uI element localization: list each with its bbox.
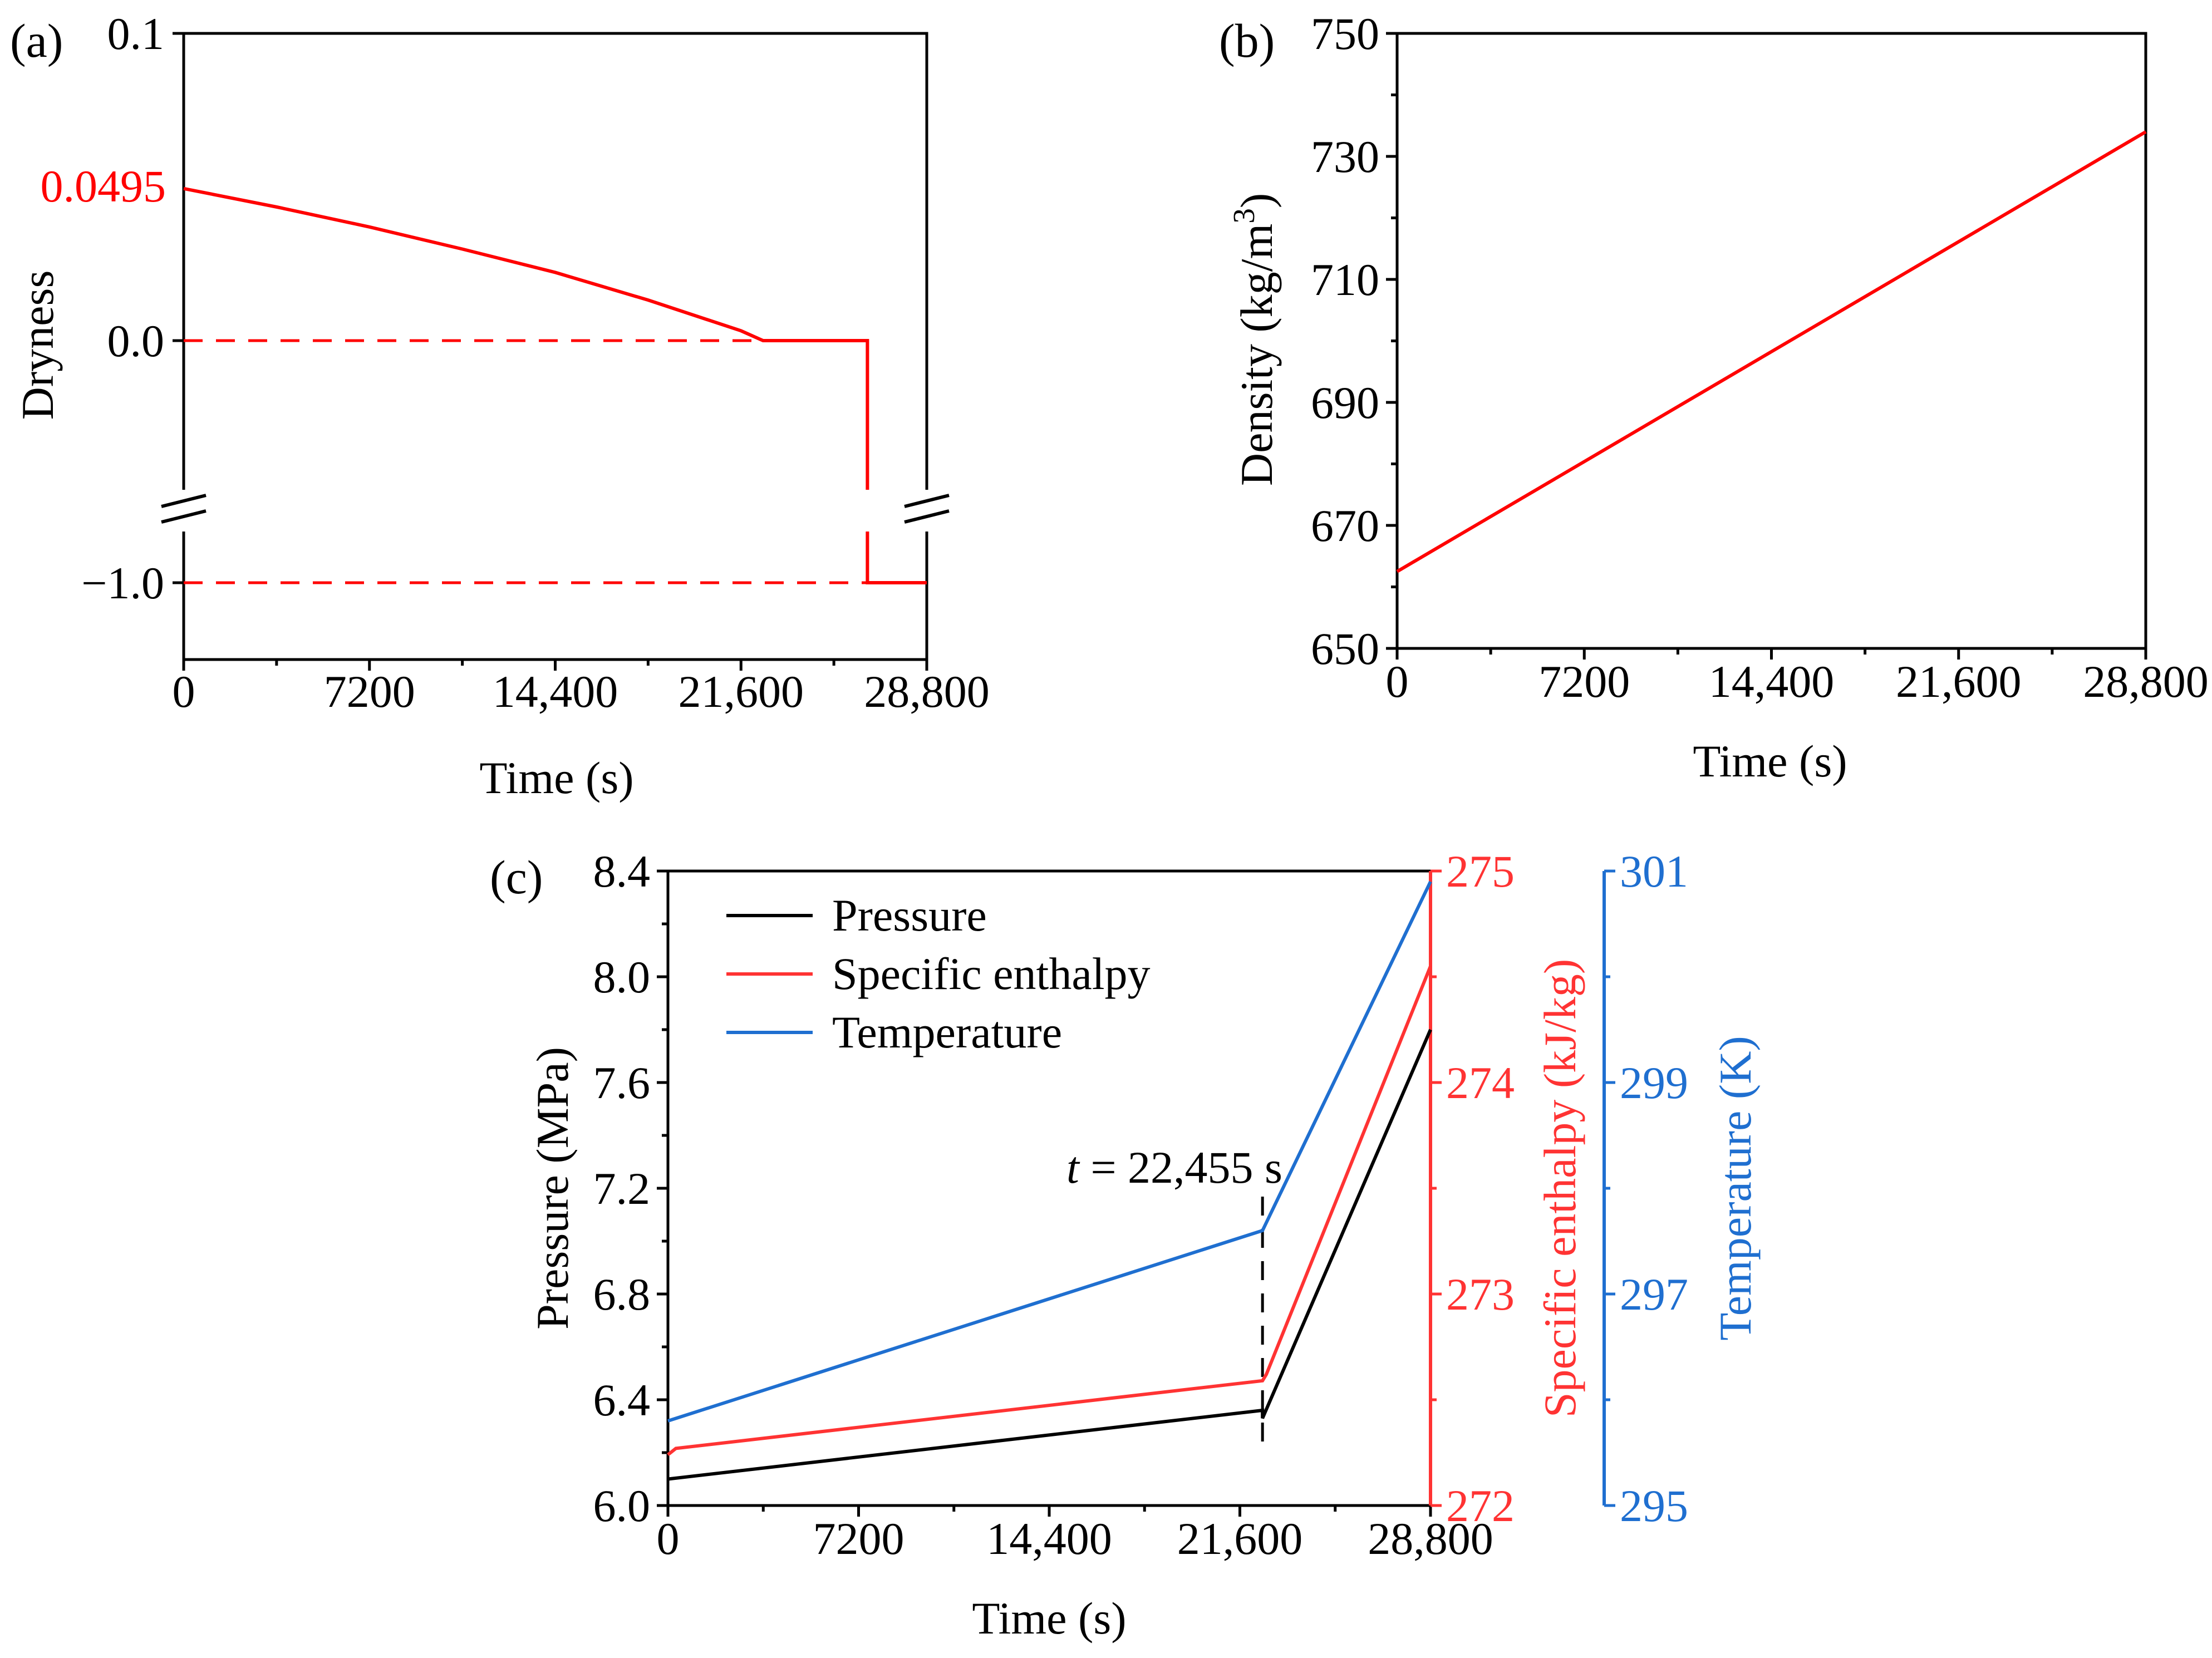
y-tick-label: 8.4 bbox=[593, 846, 651, 897]
x-tick-label: 7200 bbox=[324, 666, 415, 717]
y-tick-label: 273 bbox=[1446, 1269, 1515, 1320]
y-axis-label: Pressure (MPa) bbox=[527, 1047, 578, 1330]
panel-c-y-ticks: 6.0 6.4 6.8 7.2 7.6 8.0 8.4 bbox=[593, 846, 668, 1531]
x-tick-label: 28,800 bbox=[2083, 656, 2209, 707]
panel-c: (c) 6.0 6.4 6.8 7.2 7.6 8.0 8.4 0 7200 14,400 21,… bbox=[490, 846, 1761, 1644]
panel-b-x-ticks: 0 7200 14,400 21,600 28,800 bbox=[1386, 648, 2209, 707]
x-tick-label: 21,600 bbox=[1896, 656, 2022, 707]
panel-c-series bbox=[667, 880, 1432, 1481]
series-line-temperature bbox=[667, 880, 1432, 1423]
legend-item: Pressure bbox=[832, 890, 987, 941]
annotation: t = 22,455 s bbox=[1066, 1142, 1282, 1193]
panel-b: (b) 650 670 690 710 730 750 0 7200 14,400 21,600… bbox=[1219, 8, 2209, 786]
y-tick-label: 8.0 bbox=[593, 952, 651, 1002]
x-tick-label: 0 bbox=[1386, 656, 1409, 707]
y-tick-label: 297 bbox=[1620, 1269, 1688, 1320]
legend: Pressure Specific enthalpy Temperature bbox=[726, 890, 1151, 1057]
y-tick-label: 6.4 bbox=[593, 1375, 651, 1425]
panel-b-series bbox=[1396, 130, 2147, 573]
y-tick-label: 0.0 bbox=[107, 316, 165, 366]
y-tick-label: 7.2 bbox=[593, 1163, 651, 1214]
y-tick-label: 6.0 bbox=[593, 1480, 651, 1531]
x-axis-label: Time (s) bbox=[972, 1593, 1126, 1644]
series-line-density bbox=[1396, 130, 2147, 573]
x-tick-label: 7200 bbox=[1538, 656, 1630, 707]
x-tick-label: 0 bbox=[657, 1513, 680, 1564]
y-axis-label: Dryness bbox=[12, 270, 63, 420]
y-tick-label: 275 bbox=[1446, 846, 1515, 897]
legend-item: Specific enthalpy bbox=[832, 948, 1151, 999]
panel-a-x-ticks: 0 7200 14,400 21,600 28,800 bbox=[173, 660, 990, 717]
y-tick-label: 274 bbox=[1446, 1057, 1515, 1108]
series-line-dryness bbox=[183, 186, 927, 584]
y-tick-label: 0.1 bbox=[107, 8, 165, 59]
x-tick-label: 28,800 bbox=[1368, 1513, 1493, 1564]
enthalpy-axis-label: Specific enthalpy (kJ/kg) bbox=[1535, 959, 1585, 1418]
annotation-text: t = 22,455 s bbox=[1066, 1142, 1282, 1193]
x-tick-label: 7200 bbox=[813, 1513, 905, 1564]
y-tick-label: 710 bbox=[1311, 254, 1379, 305]
y-tick-label: 295 bbox=[1620, 1480, 1688, 1531]
x-tick-label: 14,400 bbox=[493, 666, 618, 717]
legend-item: Temperature bbox=[832, 1007, 1062, 1057]
y-tick-label: −1.0 bbox=[81, 558, 164, 608]
panel-a-series bbox=[183, 186, 927, 584]
x-tick-label: 21,600 bbox=[679, 666, 804, 717]
x-axis-label: Time (s) bbox=[1693, 736, 1847, 786]
y-tick-label: 670 bbox=[1311, 500, 1379, 551]
panel-c-temperature-ticks: 295 297 299 301 bbox=[1604, 846, 1688, 1531]
series-line-specific-enthalpy bbox=[667, 965, 1432, 1457]
panel-a-y-ticks bbox=[173, 32, 184, 584]
x-tick-label: 14,400 bbox=[986, 1513, 1112, 1564]
panel-a: (a) 0.1 0.0 −1.0 0.0495 Dryness 0 7200 14,… bbox=[10, 8, 990, 803]
panel-c-enthalpy-ticks: 272 273 274 275 bbox=[1431, 846, 1515, 1531]
panel-c-x-ticks: 0 7200 14,400 21,600 28,800 bbox=[657, 1506, 1493, 1564]
panel-a-label: (a) bbox=[10, 14, 63, 67]
y-tick-label: 7.6 bbox=[593, 1057, 651, 1108]
y-tick-label: 750 bbox=[1311, 8, 1379, 59]
y-axis-label: Density (kg/m3) bbox=[1227, 193, 1282, 486]
x-tick-label: 0 bbox=[173, 666, 195, 717]
panel-c-label: (c) bbox=[490, 850, 543, 904]
y-tick-label: 301 bbox=[1620, 846, 1688, 897]
x-axis-label: Time (s) bbox=[479, 752, 633, 803]
y-tick-label: 299 bbox=[1620, 1057, 1688, 1108]
panel-b-label: (b) bbox=[1219, 14, 1275, 67]
x-tick-label: 14,400 bbox=[1709, 656, 1835, 707]
series-line-pressure bbox=[667, 1029, 1432, 1481]
y-tick-label: 650 bbox=[1311, 623, 1379, 674]
panel-b-axes bbox=[1395, 32, 2147, 650]
panel-a-axis-break bbox=[161, 494, 950, 524]
highlight-value-label: 0.0495 bbox=[41, 161, 166, 211]
y-tick-label: 272 bbox=[1446, 1480, 1515, 1531]
y-tick-label: 730 bbox=[1311, 131, 1379, 182]
x-tick-label: 28,800 bbox=[864, 666, 990, 717]
panel-b-y-ticks: 650 670 690 710 730 750 bbox=[1311, 8, 1397, 674]
y-tick-label: 6.8 bbox=[593, 1269, 651, 1320]
temperature-axis-label: Temperature (K) bbox=[1710, 1036, 1761, 1340]
y-tick-label: 690 bbox=[1311, 377, 1379, 428]
x-tick-label: 21,600 bbox=[1177, 1513, 1303, 1564]
panel-a-axes bbox=[182, 32, 928, 661]
